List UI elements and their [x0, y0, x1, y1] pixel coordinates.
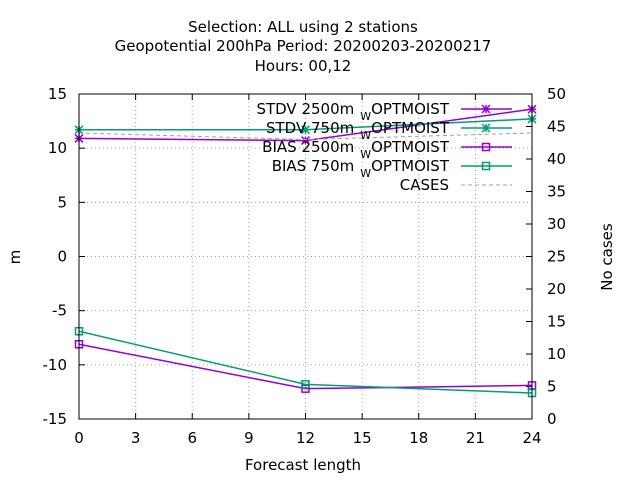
legend-name: CASES — [400, 176, 449, 194]
y2-tick-label: 40 — [547, 150, 566, 168]
legend-label: STDV 2500m WOPTMOIST — [256, 100, 449, 123]
square-marker — [301, 380, 310, 389]
y2-axis-ticks: 0 5 10 15 20 25 30 35 40 45 50 — [526, 85, 566, 428]
legend-subscript: W — [360, 110, 371, 123]
title-line-3: Hours: 00,12 — [255, 57, 352, 75]
star-marker — [481, 104, 491, 114]
y-tick-label: 15 — [48, 85, 67, 103]
legend-subscript: W — [360, 148, 371, 161]
legend-suffix: OPTMOIST — [371, 119, 450, 137]
star-marker — [481, 123, 491, 133]
y2-tick-label: 25 — [547, 248, 566, 266]
y-tick-label: -15 — [43, 410, 68, 428]
legend-suffix: OPTMOIST — [371, 157, 450, 175]
legend-name: BIAS 2500m — [262, 138, 354, 156]
y2-tick-label: 5 — [547, 378, 557, 396]
x-tick-label: 12 — [296, 429, 315, 447]
legend-label: STDV 750m WOPTMOIST — [266, 119, 450, 142]
y2-tick-label: 45 — [547, 118, 566, 136]
legend-name: STDV 750m — [266, 119, 354, 137]
legend-subscript: W — [360, 167, 371, 180]
x-tick-label: 24 — [522, 429, 541, 447]
y2-tick-label: 50 — [547, 85, 566, 103]
legend-subscript: W — [360, 129, 371, 142]
star-marker — [300, 136, 311, 146]
legend-name: STDV 2500m — [256, 100, 354, 118]
legend-name: BIAS 750m — [272, 157, 355, 175]
y-axis-ticks: -15 -10 -5 0 5 10 15 — [43, 85, 85, 428]
star-marker — [300, 125, 311, 135]
y2-tick-label: 10 — [547, 345, 566, 363]
legend-suffix: OPTMOIST — [371, 100, 450, 118]
y2-tick-label: 20 — [547, 280, 566, 298]
square-marker — [301, 384, 310, 393]
square-marker — [481, 161, 491, 171]
chart-title: Selection: ALL using 2 stations Geopoten… — [115, 18, 492, 75]
x-tick-label: 6 — [187, 429, 197, 447]
y-tick-label: -5 — [52, 302, 67, 320]
y2-axis-label: No cases — [598, 223, 616, 291]
series-4 — [78, 132, 533, 141]
legend-label: CASES — [400, 176, 449, 194]
legend-label: BIAS 2500m WOPTMOIST — [262, 138, 450, 161]
series-line — [78, 330, 533, 394]
x-tick-label: 9 — [244, 429, 254, 447]
series-line — [78, 343, 533, 390]
plot-frame — [78, 93, 533, 420]
x-tick-label: 15 — [353, 429, 372, 447]
title-line-1: Selection: ALL using 2 stations — [188, 18, 418, 36]
y-tick-label: 10 — [48, 139, 67, 157]
series-line — [78, 132, 533, 141]
x-axis-ticks: 0 3 6 9 12 15 18 21 24 — [74, 94, 542, 447]
y2-tick-label: 15 — [547, 313, 566, 331]
square-marker — [481, 142, 491, 152]
y-tick-label: -10 — [43, 356, 68, 374]
y2-tick-label: 35 — [547, 183, 566, 201]
y2-tick-label: 0 — [547, 410, 557, 428]
x-tick-label: 18 — [409, 429, 428, 447]
y-tick-label: 0 — [57, 248, 67, 266]
x-axis-label: Forecast length — [245, 456, 361, 474]
x-tick-label: 3 — [131, 429, 141, 447]
y-tick-label: 5 — [57, 193, 67, 211]
x-tick-label: 0 — [74, 429, 84, 447]
title-line-2: Geopotential 200hPa Period: 20200203-202… — [115, 37, 492, 55]
x-tick-label: 21 — [466, 429, 485, 447]
legend-suffix: OPTMOIST — [371, 138, 450, 156]
y-axis-label: m — [6, 250, 24, 265]
y2-tick-label: 30 — [547, 215, 566, 233]
legend-label: BIAS 750m WOPTMOIST — [272, 157, 450, 180]
